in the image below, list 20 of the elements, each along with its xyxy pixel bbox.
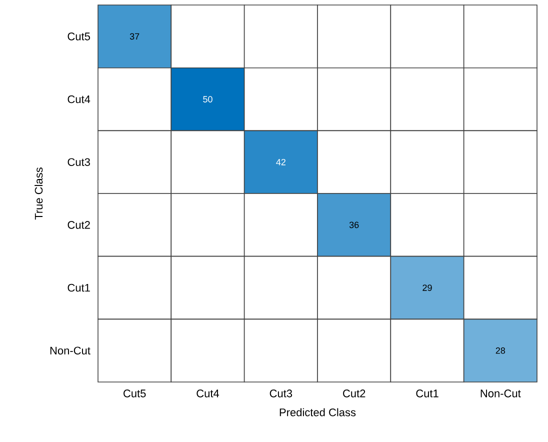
x-tick-label: Cut2 — [343, 390, 366, 398]
x-tick-label: Cut1 — [416, 390, 438, 398]
data-label: 28 — [496, 347, 506, 354]
data-label: 50 — [203, 96, 212, 102]
y-tick-label: Cut2 — [68, 221, 90, 229]
y-tick-label: Cut4 — [68, 95, 90, 104]
data-label: 37 — [130, 33, 140, 40]
y-axis-title: True Class — [34, 168, 43, 220]
x-tick-label: Cut4 — [196, 390, 220, 398]
x-tick-label: Cut3 — [270, 390, 292, 398]
y-tick-label: Cut5 — [68, 32, 90, 40]
y-tick-label: Cut1 — [68, 284, 90, 292]
y-tick-label: Cut3 — [68, 158, 90, 166]
data-label: 29 — [422, 284, 432, 291]
data-label: 42 — [276, 158, 286, 166]
data-label: 36 — [349, 222, 359, 228]
y-tick-label: Non-Cut — [50, 346, 90, 354]
x-axis-title: Predicted Class — [280, 408, 356, 416]
x-tick-label: Non-Cut — [480, 390, 521, 398]
x-tick-label: Cut5 — [124, 390, 146, 398]
